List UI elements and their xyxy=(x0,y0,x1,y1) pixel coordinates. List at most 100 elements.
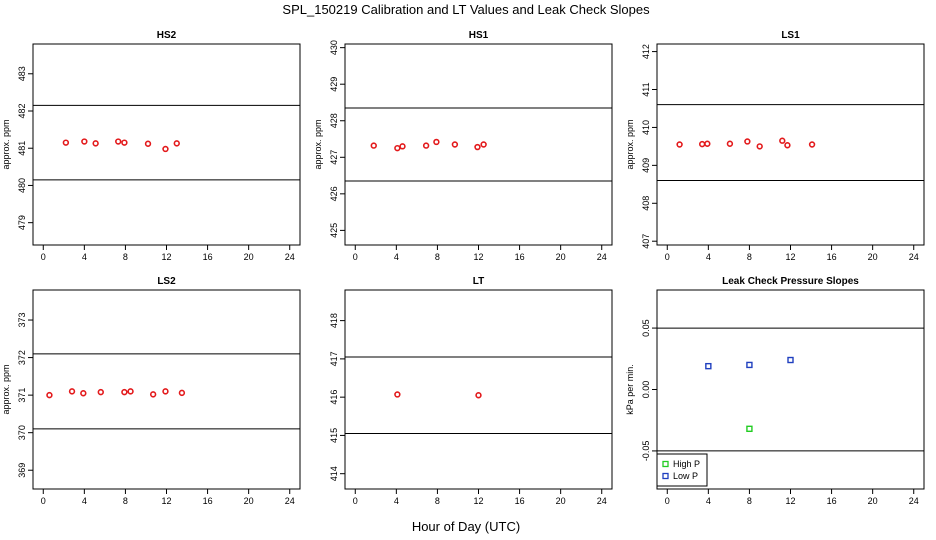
data-point xyxy=(808,141,816,148)
panel-lt: LT 0 4 8 12 16 20 24 414 415 416 417 418 xyxy=(329,276,613,506)
x-tick-label: 8 xyxy=(747,252,752,262)
x-tick-label: 20 xyxy=(556,252,566,262)
legend: High P Low P xyxy=(656,453,708,487)
x-tick-label: 0 xyxy=(665,496,670,506)
x-tick-label: 4 xyxy=(394,252,399,262)
data-point xyxy=(46,391,53,399)
data-point xyxy=(784,142,791,149)
data-point xyxy=(162,388,169,395)
y-tick-label: 414 xyxy=(329,466,339,481)
y-tick-label: 411 xyxy=(641,82,651,96)
data-point xyxy=(394,144,401,152)
x-tick-label: 8 xyxy=(435,252,440,262)
panel-ls2: LS2 0 4 8 12 16 20 24 369 370 371 372 373 approx. ppm xyxy=(1,276,301,506)
data-point xyxy=(144,140,152,147)
x-tick-label: 0 xyxy=(353,252,358,262)
x-tick-label: 24 xyxy=(597,252,607,262)
data-point xyxy=(394,391,401,398)
x-tick-label: 12 xyxy=(473,252,483,262)
y-tick-label: 373 xyxy=(17,313,27,328)
data-point xyxy=(68,388,76,395)
data-point xyxy=(81,138,88,145)
panel-leak-check-pressure-slopes: Leak Check Pressure Slopes 0 4 8 12 16 20 24 -0.… xyxy=(625,276,925,506)
data-point xyxy=(80,390,87,397)
x-tick-label: 8 xyxy=(123,252,128,262)
x-tick-label: 8 xyxy=(435,496,440,506)
x-tick-label: 24 xyxy=(285,252,295,262)
y-tick-label: 408 xyxy=(641,196,651,211)
data-point xyxy=(399,143,406,150)
y-axis-label: approx. ppm xyxy=(313,119,323,169)
data-point xyxy=(92,140,99,147)
panel-title: Leak Check Pressure Slopes xyxy=(722,276,859,287)
x-tick-label: 20 xyxy=(868,496,878,506)
y-tick-label: 482 xyxy=(17,103,27,118)
data-point xyxy=(115,138,122,145)
x-tick-label: 12 xyxy=(161,252,171,262)
data-point xyxy=(173,140,180,147)
panel-hs2: HS2 0 4 8 12 16 20 24 479 480 481 482 483 approx. ppm xyxy=(1,30,301,262)
y-tick-label: 407 xyxy=(641,234,651,249)
data-point xyxy=(433,138,440,146)
data-point xyxy=(746,425,753,433)
x-tick-label: 8 xyxy=(123,496,128,506)
y-tick-label: 426 xyxy=(329,186,339,201)
legend-swatch xyxy=(662,472,669,480)
x-tick-label: 12 xyxy=(785,252,795,262)
data-point xyxy=(162,145,169,153)
x-tick-label: 0 xyxy=(665,252,670,262)
legend-label: High P xyxy=(673,459,700,469)
y-tick-label: 481 xyxy=(17,141,27,156)
panel-hs1: HS1 0 4 8 12 16 20 24 425 426 427 428 429 430 approx. … xyxy=(313,30,613,262)
y-tick-label: 483 xyxy=(17,66,27,81)
x-tick-label: 12 xyxy=(473,496,483,506)
y-tick-label: 412 xyxy=(641,44,651,59)
data-point xyxy=(787,356,794,364)
y-tick-label: 425 xyxy=(329,223,339,238)
x-tick-label: 20 xyxy=(244,252,254,262)
x-tick-label: 16 xyxy=(203,252,213,262)
x-tick-label: 0 xyxy=(41,496,46,506)
x-tick-label: 24 xyxy=(285,496,295,506)
panel-title: HS2 xyxy=(157,30,177,41)
x-tick-label: 16 xyxy=(827,496,837,506)
legend-box xyxy=(656,453,708,487)
x-tick-label: 12 xyxy=(785,496,795,506)
y-tick-label: 409 xyxy=(641,158,651,173)
x-tick-label: 8 xyxy=(747,496,752,506)
y-tick-label: 372 xyxy=(17,350,27,365)
x-tick-label: 16 xyxy=(827,252,837,262)
data-point xyxy=(178,389,186,397)
x-tick-label: 4 xyxy=(82,496,87,506)
y-tick-label: 480 xyxy=(17,178,27,193)
x-axis-label: Hour of Day (UTC) xyxy=(412,519,520,534)
y-axis-label: approx. ppm xyxy=(1,119,11,169)
y-tick-label: 479 xyxy=(17,215,27,230)
data-point xyxy=(746,361,753,369)
data-point xyxy=(480,141,487,148)
data-point xyxy=(475,392,482,399)
x-tick-label: 0 xyxy=(353,496,358,506)
data-point xyxy=(422,142,430,149)
data-point xyxy=(121,388,128,396)
data-point xyxy=(779,137,786,144)
data-point xyxy=(474,143,481,151)
panel-title: LT xyxy=(473,276,484,287)
plot-frame xyxy=(344,289,613,490)
y-axis-label: kPa per min. xyxy=(625,364,635,415)
y-tick-label: 410 xyxy=(641,120,651,135)
data-point xyxy=(756,143,763,150)
data-point xyxy=(62,139,70,146)
y-tick-label: 415 xyxy=(329,428,339,443)
x-tick-label: 24 xyxy=(909,496,919,506)
data-point xyxy=(705,362,712,370)
data-point xyxy=(149,391,157,398)
x-tick-label: 16 xyxy=(203,496,213,506)
y-tick-label: 370 xyxy=(17,425,27,440)
panel-ls1: LS1 0 4 8 12 16 20 24 407 408 409 410 411 412 approx. … xyxy=(625,30,925,262)
data-point xyxy=(676,141,683,148)
y-tick-label: 417 xyxy=(329,351,339,366)
x-tick-label: 20 xyxy=(556,496,566,506)
x-tick-label: 4 xyxy=(394,496,399,506)
